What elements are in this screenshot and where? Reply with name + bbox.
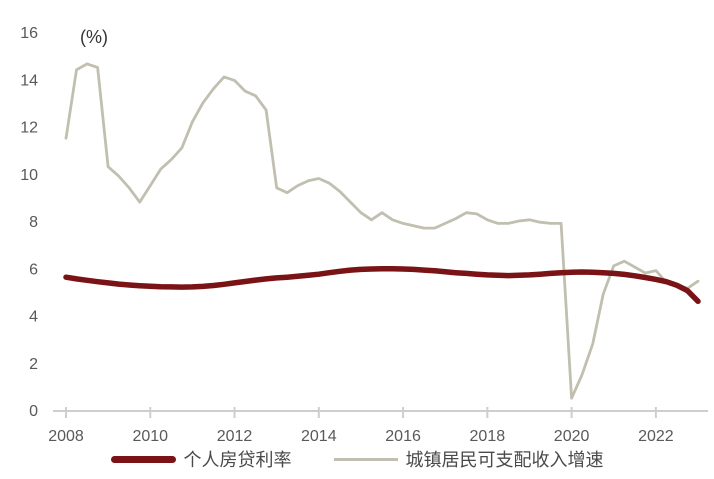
x-tick-label: 2012: [217, 428, 253, 445]
series-line-城镇居民可支配收入增速: [64, 62, 700, 400]
x-tick-label: 2016: [385, 428, 421, 445]
y-axis-labels: 0 2 4 6 8 10 12 14 16: [20, 25, 38, 420]
x-tick-label: 2020: [554, 428, 590, 445]
legend-item-mortgage-rate[interactable]: 个人房贷利率: [110, 446, 292, 472]
y-tick-label: 0: [29, 403, 38, 420]
x-tick-label: 2010: [132, 428, 168, 445]
series-line-个人房贷利率: [63, 265, 701, 305]
mortgage-rate-line-swatch: [110, 455, 176, 463]
y-tick-label: 10: [20, 167, 38, 184]
x-tick-label: 2014: [301, 428, 337, 445]
income-growth-legend-label: 城镇居民可支配收入增速: [405, 450, 604, 470]
x-tick-label: 2022: [638, 428, 674, 445]
y-tick-label: 12: [20, 120, 38, 137]
y-tick-label: 4: [29, 309, 38, 326]
series-lines: [63, 62, 701, 400]
x-tick-label: 2008: [48, 428, 84, 445]
legend: 个人房贷利率 城镇居民可支配收入增速: [0, 446, 714, 472]
legend-item-income-growth[interactable]: 城镇居民可支配收入增速: [333, 446, 604, 472]
y-tick-label: 8: [29, 214, 38, 231]
y-tick-label: 6: [29, 261, 38, 278]
y-tick-label: 16: [20, 25, 38, 42]
y-tick-label: 2: [29, 356, 38, 373]
mortgage-rate-legend-label: 个人房贷利率: [183, 450, 292, 470]
x-axis: 2008 2010 2012 2014 2016 2018 2020 2022: [48, 407, 708, 445]
x-tick-label: 2018: [470, 428, 506, 445]
unit-label: (%): [80, 27, 108, 47]
income-growth-line-swatch: [333, 457, 398, 461]
y-tick-label: 14: [20, 72, 38, 89]
